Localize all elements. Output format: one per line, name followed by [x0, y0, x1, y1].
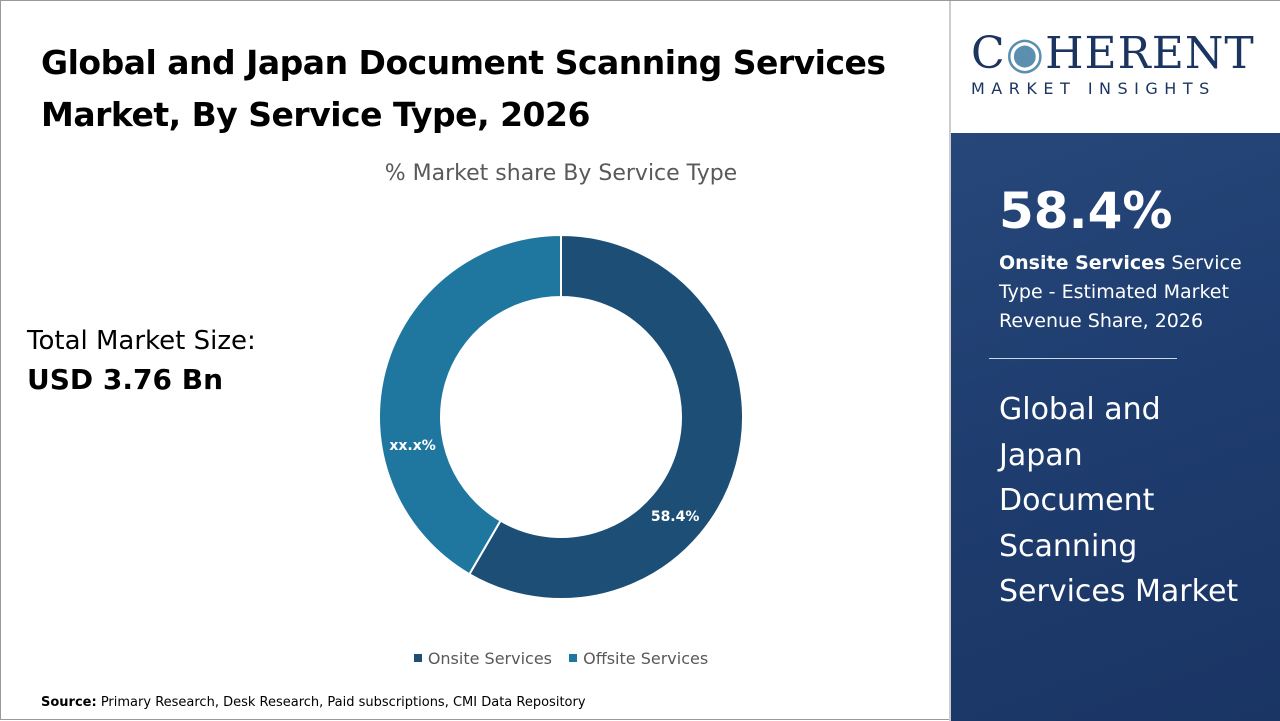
- logo-sub: MARKET INSIGHTS: [971, 79, 1216, 98]
- logo: C◉HERENT MARKET INSIGHTS: [951, 1, 1280, 133]
- slice-offsite-services: [378, 233, 562, 576]
- total-market-value: USD 3.76 Bn: [27, 363, 223, 396]
- legend-label: Offsite Services: [583, 648, 709, 668]
- legend-swatch: [413, 654, 422, 662]
- source-text: Primary Research, Desk Research, Paid su…: [96, 695, 586, 710]
- total-market-label: Total Market Size:: [27, 326, 256, 356]
- legend-swatch: [569, 654, 578, 662]
- chart-title: % Market share By Service Type: [384, 161, 738, 186]
- source-label: Source:: [41, 695, 97, 710]
- legend-item-offsite: Offsite Services: [569, 649, 708, 668]
- source-note: Source: Primary Research, Desk Research,…: [41, 695, 586, 710]
- data-label: xx.x%: [389, 438, 435, 454]
- legend: Onsite Services Offsite Services: [301, 647, 821, 668]
- donut-chart: 58.4% xx.x%: [378, 233, 744, 600]
- slice-onsite-services: [467, 233, 744, 600]
- kpi-description: Onsite Services Service Type - Estimated…: [999, 249, 1259, 336]
- kpi-text: Service Type - Estimated Market Revenue …: [999, 252, 1242, 332]
- highlight-box: 58.4% Onsite Services Service Type - Est…: [951, 133, 1280, 721]
- kpi-segment: Onsite Services: [999, 252, 1166, 274]
- logo-main: C◉HERENT: [971, 28, 1255, 79]
- kpi-value: 58.4%: [999, 182, 1173, 240]
- divider: [989, 358, 1177, 359]
- legend-label: Onsite Services: [427, 648, 552, 668]
- data-label: 58.4%: [651, 509, 700, 525]
- side-panel: C◉HERENT MARKET INSIGHTS 58.4% Onsite Se…: [949, 1, 1280, 721]
- legend-item-onsite: Onsite Services: [413, 648, 552, 668]
- page-title: Global and Japan Document Scanning Servi…: [41, 43, 886, 134]
- market-name: Global and Japan Document Scanning Servi…: [999, 392, 1239, 609]
